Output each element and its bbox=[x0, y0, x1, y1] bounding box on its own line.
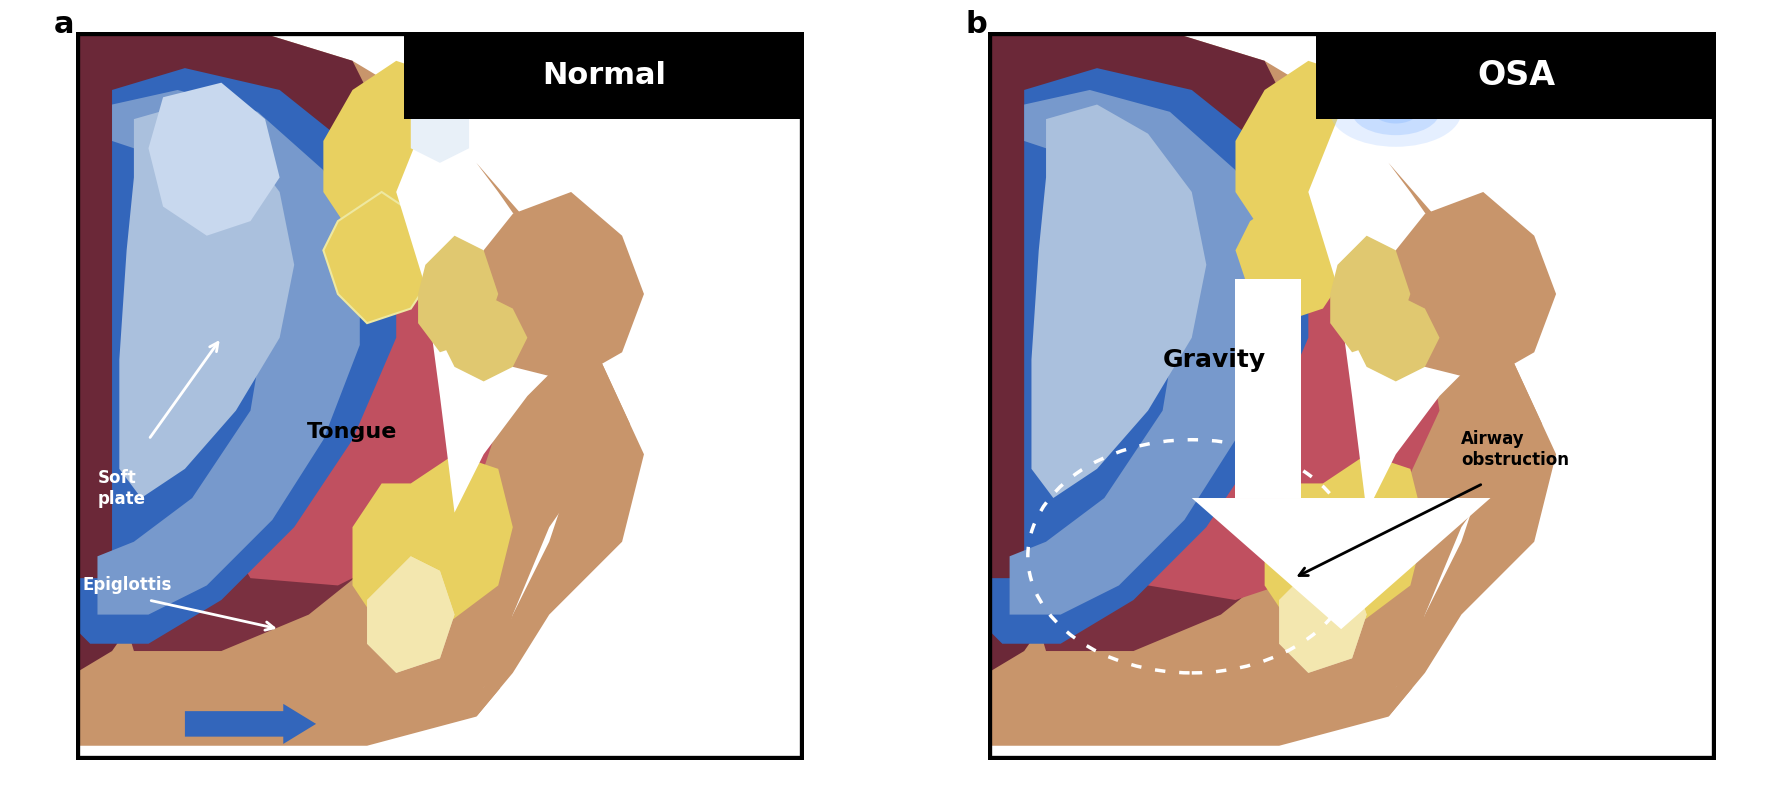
Polygon shape bbox=[987, 68, 1308, 644]
Text: Epiglottis: Epiglottis bbox=[82, 577, 172, 595]
Polygon shape bbox=[97, 90, 360, 615]
Polygon shape bbox=[323, 192, 441, 323]
Polygon shape bbox=[75, 68, 396, 644]
Polygon shape bbox=[1032, 105, 1206, 498]
Polygon shape bbox=[1367, 134, 1555, 717]
Text: Normal: Normal bbox=[541, 61, 667, 90]
Polygon shape bbox=[75, 32, 643, 746]
Polygon shape bbox=[1061, 134, 1308, 556]
Polygon shape bbox=[1265, 455, 1425, 629]
Polygon shape bbox=[353, 455, 513, 629]
Polygon shape bbox=[484, 192, 643, 382]
Text: Airway
obstruction: Airway obstruction bbox=[1460, 430, 1570, 469]
Polygon shape bbox=[441, 294, 527, 382]
Polygon shape bbox=[455, 134, 643, 717]
Polygon shape bbox=[1235, 61, 1367, 236]
Polygon shape bbox=[1308, 46, 1717, 512]
Polygon shape bbox=[987, 32, 1555, 746]
Text: b: b bbox=[966, 10, 987, 39]
Polygon shape bbox=[367, 556, 455, 673]
Polygon shape bbox=[120, 105, 294, 498]
Polygon shape bbox=[1279, 556, 1367, 673]
Polygon shape bbox=[1279, 556, 1367, 673]
Bar bbox=[1235, 280, 1301, 498]
Polygon shape bbox=[323, 61, 455, 236]
Polygon shape bbox=[396, 46, 805, 512]
Polygon shape bbox=[484, 360, 805, 702]
Bar bbox=[403, 32, 805, 119]
Text: Tongue: Tongue bbox=[306, 422, 398, 443]
Bar bbox=[1315, 32, 1717, 119]
Polygon shape bbox=[1396, 360, 1717, 702]
Polygon shape bbox=[149, 82, 280, 236]
Ellipse shape bbox=[1374, 100, 1417, 124]
Polygon shape bbox=[1235, 192, 1353, 323]
Polygon shape bbox=[410, 105, 470, 163]
Ellipse shape bbox=[1330, 77, 1460, 147]
Polygon shape bbox=[1192, 498, 1491, 629]
Polygon shape bbox=[75, 32, 382, 673]
FancyArrow shape bbox=[185, 704, 315, 744]
Polygon shape bbox=[1097, 177, 1439, 600]
Ellipse shape bbox=[1353, 89, 1439, 135]
Text: a: a bbox=[54, 10, 73, 39]
Polygon shape bbox=[1396, 192, 1555, 382]
Text: OSA: OSA bbox=[1477, 59, 1555, 92]
Polygon shape bbox=[1353, 294, 1439, 382]
Polygon shape bbox=[1330, 236, 1410, 352]
Polygon shape bbox=[206, 177, 513, 585]
Polygon shape bbox=[1025, 119, 1382, 651]
FancyArrow shape bbox=[1238, 280, 1301, 323]
Polygon shape bbox=[987, 32, 1294, 673]
Polygon shape bbox=[1009, 90, 1272, 615]
Polygon shape bbox=[163, 134, 396, 556]
Polygon shape bbox=[113, 119, 470, 651]
Text: Gravity: Gravity bbox=[1163, 348, 1265, 371]
Polygon shape bbox=[418, 236, 498, 352]
Text: Soft
plate: Soft plate bbox=[97, 469, 145, 508]
Polygon shape bbox=[367, 556, 455, 673]
